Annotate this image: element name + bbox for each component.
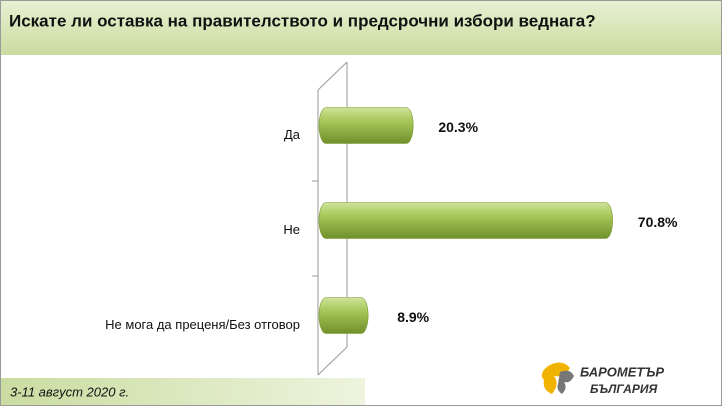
logo-text: БАРОМЕТЪР bbox=[580, 364, 664, 379]
logo-icon bbox=[557, 370, 574, 394]
value-label: 70.8% bbox=[638, 214, 678, 230]
axis-depth bbox=[317, 346, 348, 376]
footer-band bbox=[1, 378, 365, 405]
footnote: 3-11 август 2020 г. bbox=[10, 384, 129, 399]
bar bbox=[318, 107, 414, 144]
category-label: Не мога да преценя/Без отговор bbox=[105, 317, 300, 332]
bar bbox=[318, 297, 369, 334]
axis-depth bbox=[317, 61, 348, 91]
category-label: Да bbox=[284, 127, 301, 142]
bar bbox=[318, 202, 613, 239]
value-label: 8.9% bbox=[397, 309, 429, 325]
category-label: Не bbox=[283, 222, 300, 237]
logo-icon bbox=[541, 362, 570, 394]
logo-text: БЪЛГАРИЯ bbox=[590, 382, 657, 396]
logo: БАРОМЕТЪР БЪЛГАРИЯ bbox=[541, 362, 664, 396]
chart-title: Искате ли оставка на правителството и пр… bbox=[9, 11, 596, 30]
value-label: 20.3% bbox=[438, 119, 478, 135]
title-band bbox=[1, 1, 721, 55]
